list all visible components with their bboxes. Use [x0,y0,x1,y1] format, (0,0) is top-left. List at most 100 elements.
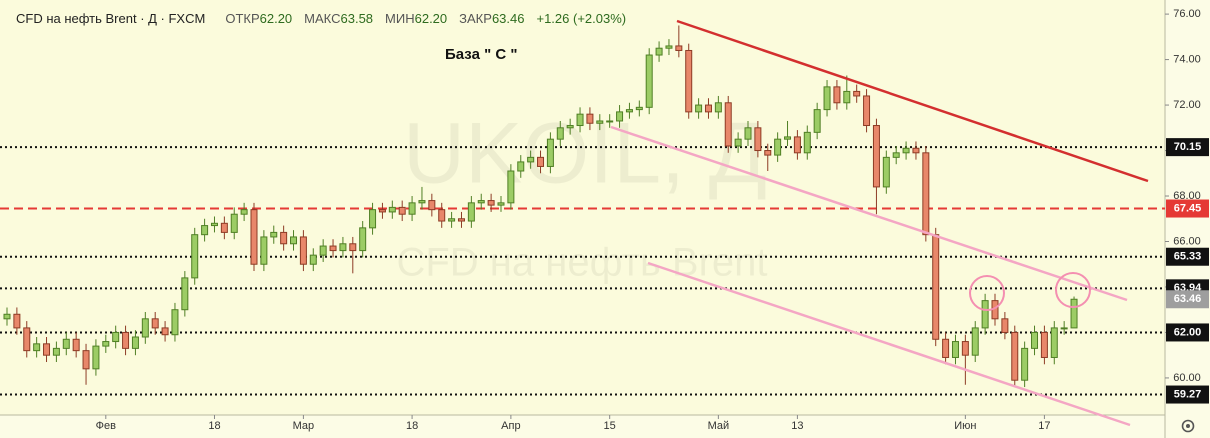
candle-body [181,277,189,311]
candle-body [487,200,495,206]
ohlc-value: 62.20 [414,11,448,26]
candle-body [388,206,396,213]
gear-center[interactable] [1186,424,1190,428]
watermark-name: CFD на нефть Brent [396,241,767,285]
candle-body [537,156,545,167]
candle-body [971,327,979,356]
candle-body [299,236,307,265]
ohlc-label: ОТКР [225,11,260,26]
y-tick-label: 74.00 [1173,53,1201,65]
level-label: 70.15 [1174,141,1202,153]
candle-body [892,152,900,158]
candle-body [734,138,742,147]
candle-body [309,254,317,265]
candle-body [714,102,722,113]
candle-body [418,200,426,204]
level-label-box [1166,323,1209,342]
y-axis-background [1165,0,1210,438]
level-label-box [1166,199,1209,218]
candle-body [33,343,41,352]
y-tick-label: 68.00 [1173,190,1201,202]
highlight-circle [1055,272,1091,308]
candle-body [833,86,841,104]
candle-body [596,120,604,124]
candle-body [349,243,357,252]
candle-body [191,234,199,279]
candle-body [1050,327,1058,358]
candle-body [517,161,525,172]
ohlc-item: ОТКР62.20 [225,11,292,26]
candle-body [210,222,218,227]
candle-body [625,109,633,113]
settings-icon[interactable] [1181,419,1195,433]
ohlc-label: МИН [385,11,415,26]
x-tick-label: Апр [501,420,520,432]
candle-body [744,127,752,140]
candle-body [704,104,712,113]
x-tick-label: 17 [1038,420,1050,432]
candle-body [665,45,673,49]
candle-body [448,218,456,222]
candle-body [803,131,811,154]
candle-body [863,95,871,127]
trend-line [676,19,1149,183]
ohlc-value: 63.46 [491,11,525,26]
candle-body [695,104,703,113]
candle-body [942,338,950,358]
candle-body [141,318,149,338]
x-tick-label: 15 [604,420,616,432]
x-tick-label: Май [708,420,730,432]
annotation: База " С " [445,46,517,63]
x-tick-label: 13 [791,420,803,432]
candle-body [52,347,60,356]
candle-body [270,231,278,238]
candle-body [823,86,831,111]
highlight-circle [969,275,1005,311]
gear[interactable] [1181,419,1195,433]
candle-body [112,331,120,343]
candle-body [1060,327,1068,330]
candle-body [329,245,337,252]
ohlc-item: ЗАКР63.46 [459,11,524,26]
candle-body [793,136,801,154]
x-tick-label: Мар [293,420,315,432]
candle-body [201,225,209,236]
candle-body [457,218,465,222]
candle-body [556,127,564,140]
candle-body [92,345,100,370]
candle-body [122,331,130,349]
last-price-label: 63.46 [1174,293,1202,305]
candle-body [675,45,683,51]
candle-body [853,90,861,97]
candle-body [1070,298,1078,329]
candle-body [428,200,436,211]
plot-background [0,0,1165,415]
candle-body [951,341,959,358]
candle-body [843,90,851,104]
last-price-box [1166,290,1209,309]
candle-body [102,341,110,347]
level-label-box [1166,247,1209,266]
candle-body [576,113,584,127]
candle-body [902,147,910,154]
candle-body [932,234,940,340]
candle-body [62,338,70,349]
candle-body [171,309,179,336]
candle-body [398,206,406,215]
candle-body [1001,318,1009,333]
candle-body [151,318,159,329]
candle-body [872,125,880,188]
candle-body [319,245,327,256]
candle-body [774,138,782,156]
candle-body [3,313,11,320]
candle-body [546,138,554,167]
level-label: 59.27 [1174,388,1202,400]
y-axis: 60.0062.0064.0066.0068.0070.0072.0074.00… [1165,8,1209,404]
candle-body [230,213,238,233]
candle-body [764,150,772,156]
candle-body [280,231,288,245]
candle-body [685,49,693,113]
level-label: 67.45 [1174,202,1202,214]
x-tick-label: 18 [208,420,220,432]
